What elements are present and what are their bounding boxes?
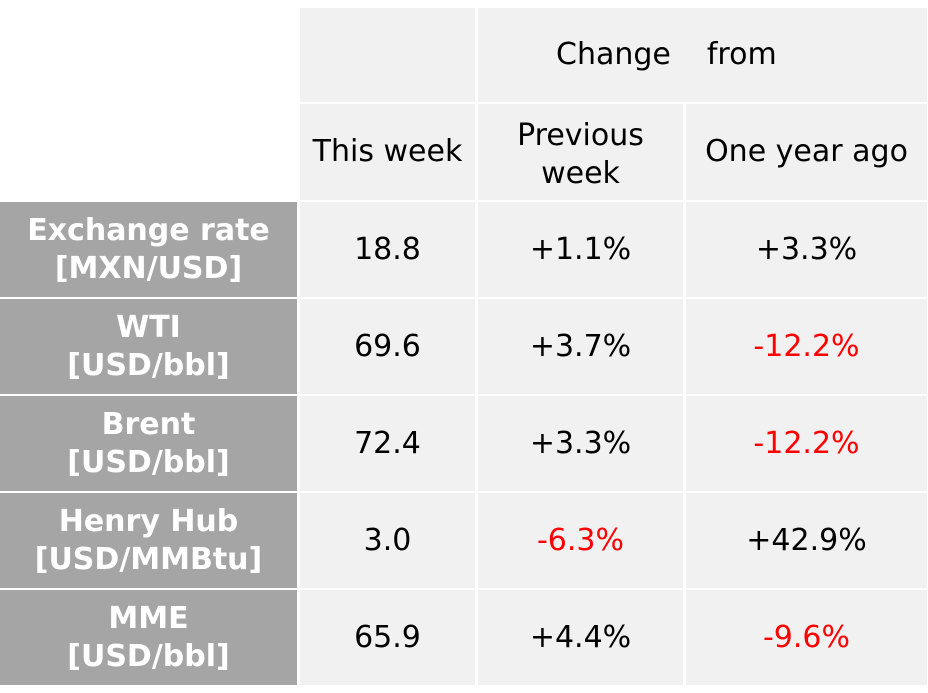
one-year-ago-header: One year ago xyxy=(686,104,927,200)
cell-mme-year-ago: -9.6% xyxy=(686,590,927,685)
cell-wti-this-week: 69.6 xyxy=(300,299,475,394)
previous-week-header-text: Previous week xyxy=(517,118,644,191)
change-header-text: Change xyxy=(556,37,671,72)
one-year-ago-header-text: One year ago xyxy=(705,134,908,169)
cell-brent-year-ago: -12.2% xyxy=(686,396,927,491)
cell-mme-this-week: 65.9 xyxy=(300,590,475,685)
cell-exchange-rate-prev-week: +1.1% xyxy=(478,202,683,297)
previous-week-header: Previous week xyxy=(478,104,683,200)
change-from-header: Change from xyxy=(478,8,927,102)
value-text: -12.2% xyxy=(753,328,860,364)
row-label-text: WTI [USD/bbl] xyxy=(67,309,230,383)
from-header-text: from xyxy=(706,37,777,72)
value-text: +3.3% xyxy=(529,425,632,461)
value-text: 18.8 xyxy=(354,231,421,267)
row-label-text: MME [USD/bbl] xyxy=(67,600,230,674)
row-label-henry-hub: Henry Hub [USD/MMBtu] xyxy=(0,493,297,588)
cell-wti-year-ago: -12.2% xyxy=(686,299,927,394)
row-label-wti: WTI [USD/bbl] xyxy=(0,299,297,394)
value-text: -6.3% xyxy=(536,522,625,558)
value-text: -9.6% xyxy=(762,619,851,655)
cell-exchange-rate-year-ago: +3.3% xyxy=(686,202,927,297)
value-text: +4.4% xyxy=(529,619,632,655)
value-text: 65.9 xyxy=(354,619,421,655)
cell-mme-prev-week: +4.4% xyxy=(478,590,683,685)
row-label-text: Exchange rate [MXN/USD] xyxy=(27,212,270,286)
value-text: 72.4 xyxy=(354,425,421,461)
cell-henry-hub-this-week: 3.0 xyxy=(300,493,475,588)
value-text: -12.2% xyxy=(753,425,860,461)
value-text: 69.6 xyxy=(354,328,421,364)
row-label-brent: Brent [USD/bbl] xyxy=(0,396,297,491)
value-text: 3.0 xyxy=(363,522,412,558)
cell-wti-prev-week: +3.7% xyxy=(478,299,683,394)
value-text: +3.7% xyxy=(529,328,632,364)
value-text: +3.3% xyxy=(755,231,858,267)
row-label-exchange-rate: Exchange rate [MXN/USD] xyxy=(0,202,297,297)
cell-exchange-rate-this-week: 18.8 xyxy=(300,202,475,297)
this-week-header: This week xyxy=(300,104,475,200)
cell-brent-this-week: 72.4 xyxy=(300,396,475,491)
header-blank-cell xyxy=(300,8,475,102)
value-text: +42.9% xyxy=(746,522,867,558)
this-week-header-text: This week xyxy=(312,134,463,169)
row-label-text: Henry Hub [USD/MMBtu] xyxy=(34,503,263,577)
cell-henry-hub-prev-week: -6.3% xyxy=(478,493,683,588)
cell-brent-prev-week: +3.3% xyxy=(478,396,683,491)
row-label-mme: MME [USD/bbl] xyxy=(0,590,297,685)
row-label-text: Brent [USD/bbl] xyxy=(67,406,230,480)
value-text: +1.1% xyxy=(529,231,632,267)
cell-henry-hub-year-ago: +42.9% xyxy=(686,493,927,588)
